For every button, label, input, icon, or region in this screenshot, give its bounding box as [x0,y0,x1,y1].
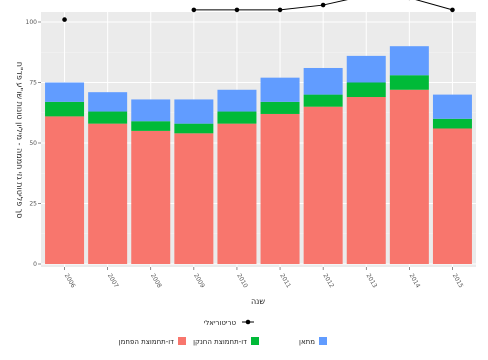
legend-series: מתאן דו-תחמוצת החנקן דו-תחמוצת הפחמן [119,337,327,346]
bar-segment [346,55,386,83]
bar-segment [260,77,300,102]
legend-swatch-methane [319,337,327,345]
bar-segment [45,116,85,264]
bar-segment [389,75,429,90]
bar-segment [88,111,128,124]
bar-segment [389,89,429,264]
line-point [62,17,67,22]
y-tick-label: 0 [33,261,37,268]
bar-segment [174,123,214,134]
x-axis-ticks: 2006 2007 2008 2009 2010 2011 2012 2013 2014 2015 [63,267,465,289]
bar-segment [432,128,472,264]
bar-segment [389,46,429,76]
bar-segment [131,130,171,264]
x-axis-title: שנה [251,297,265,306]
x-tick-label: 2015 [451,273,465,290]
legend-swatch-n2o [251,337,259,345]
bar-segment [432,118,472,129]
line-point [450,7,455,13]
x-tick-label: 2010 [235,273,249,290]
x-tick-label: 2008 [149,273,163,290]
bar-segment [174,99,214,124]
bar-segment [217,123,257,264]
x-tick-label: 2012 [321,273,335,290]
bar-segment [346,97,386,265]
line-point [191,7,197,13]
line-point [234,7,240,13]
bar-segment [260,101,300,114]
legend-label-n2o: דו-תחמוצת החנקן [193,338,247,346]
legend-line-marker [245,319,251,325]
bars [45,46,472,265]
bar-segment [131,121,171,131]
y-axis-title: סך פליטות גזי חממה - מיליון טונות שו"ע פ… [15,62,24,219]
legend-line: טריטוריאלי [204,319,254,327]
bar-segment [260,113,300,265]
y-tick-label: 25 [29,201,37,208]
y-tick-label: 50 [29,140,37,147]
x-tick-label: 2006 [63,273,77,290]
bar-segment [217,89,257,112]
x-tick-label: 2014 [408,273,422,290]
bar-segment [174,133,214,264]
bar-segment [88,92,128,112]
legend-line-label: טריטוריאלי [204,319,237,327]
bar-segment [346,82,386,98]
legend-label-methane: מתאן [299,338,315,346]
bar-segment [88,123,128,264]
y-axis-ticks: 0 25 50 75 100 [26,19,41,268]
line-point [277,7,283,13]
x-tick-label: 2011 [278,273,292,290]
bar-segment [432,94,472,119]
bar-segment [217,111,257,124]
bar-segment [303,106,343,264]
y-tick-label: 75 [29,80,37,87]
legend-label-co2: דו-תחמוצת הפחמן [119,338,174,346]
x-tick-label: 2007 [106,273,120,290]
bar-segment [45,82,85,102]
bar-segment [45,101,85,117]
line-series [62,0,455,22]
bar-segment [303,94,343,107]
bar-segment [303,67,343,95]
x-tick-label: 2013 [365,273,379,290]
y-tick-label: 100 [26,19,38,26]
line-point [320,2,326,8]
x-tick-label: 2009 [192,273,206,290]
legend-swatch-co2 [178,337,186,345]
bar-segment [131,99,171,122]
